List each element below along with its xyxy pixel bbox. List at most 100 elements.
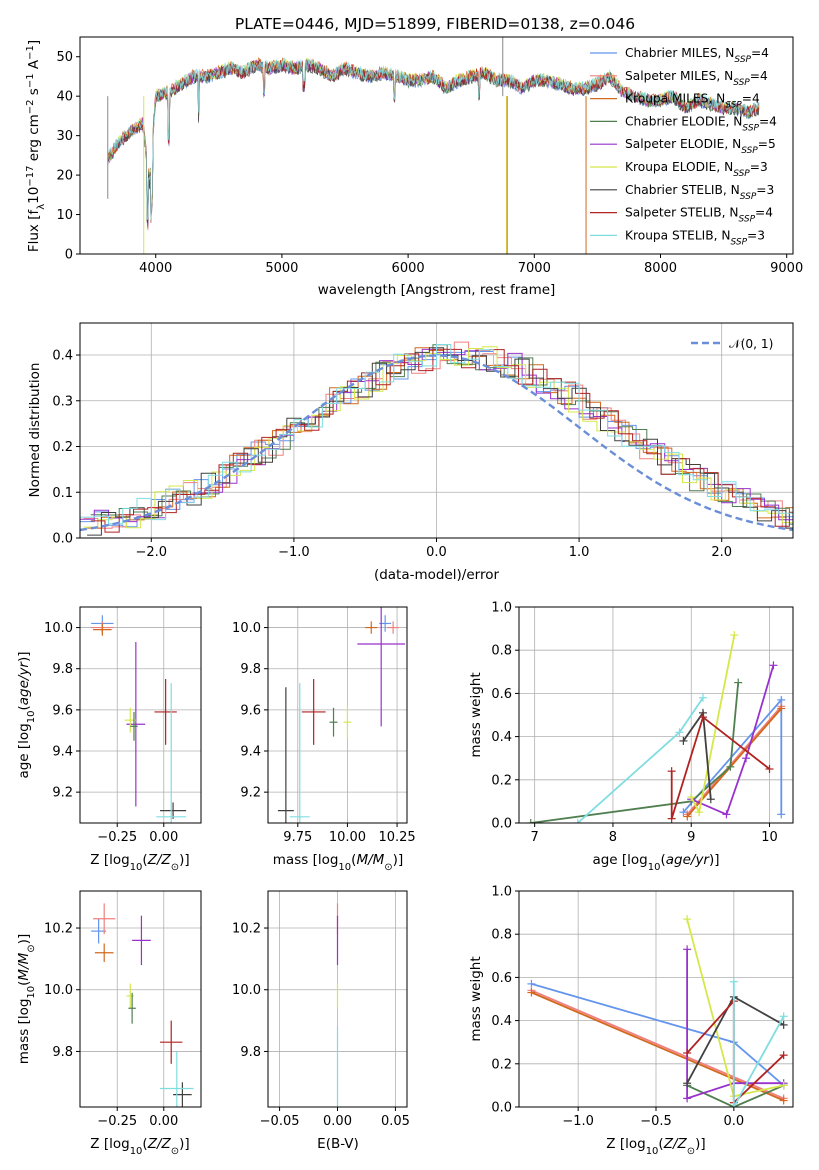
label-part: 10 xyxy=(26,711,37,724)
y-tick-label: 10 xyxy=(56,208,73,223)
legend-entry: Kroupa ELODIE, NSSP=3 xyxy=(625,160,768,179)
massweight-vs-Z-panel: −1.0 −0.5 0.0 0.0 0.2 0.4 0.6 0.8 1.0 Z [log10(Z/… xyxy=(468,885,794,1157)
age-vs-Z-panel: −0.25 0.009.29.49.69.810.0Z [log10(Z/Z⊙)]… xyxy=(16,606,202,873)
y-tick-label: 9.8 xyxy=(240,1045,261,1060)
residuals-panel: −2.0 −1.0 0.0 1.0 2.0 0.0 0.1 0.2 0.3 0.4 𝒩(0, 1) (… xyxy=(27,322,794,583)
axes-frame xyxy=(79,890,202,1108)
label-part: )] xyxy=(695,1136,706,1152)
y-tick-label: 0.3 xyxy=(52,394,73,409)
label-part: M/M xyxy=(16,952,32,980)
label-part: Z/Z xyxy=(663,1136,688,1152)
y-label-part: −1 xyxy=(25,45,36,60)
x-tick-label: 5000 xyxy=(265,261,298,276)
x-tick-label: 10 xyxy=(761,830,778,845)
x-tick-label: −0.25 xyxy=(97,830,137,845)
legend-suffix: =3 xyxy=(750,160,768,174)
legend-entry: Kroupa MILES, NSSP=4 xyxy=(625,92,760,111)
y-tick-label: 9.2 xyxy=(240,786,261,801)
label-part: ( xyxy=(16,705,32,710)
x-tick-label: 0.00 xyxy=(149,1114,178,1129)
legend-suffix: =4 xyxy=(742,92,760,106)
x-tick-label: 6000 xyxy=(392,261,425,276)
legend-text: Kroupa ELODIE, N xyxy=(625,160,733,174)
y-tick-label: 30 xyxy=(56,129,73,144)
x-tick-label: 9.75 xyxy=(283,830,312,845)
x-axis-label: Z [log10(Z/Z⊙)] xyxy=(90,1136,189,1157)
x-tick-label: 7 xyxy=(531,830,539,845)
label-part: 10 xyxy=(338,862,351,873)
legend-sub: SSP xyxy=(733,78,750,88)
legend-entry: Salpeter ELODIE, NSSP=5 xyxy=(625,137,776,156)
chart-layer: 4000 5000 6000 7000 8000 9000 0 10 20 30 40 50 wavel… xyxy=(16,36,803,1157)
mass-weight-line xyxy=(531,983,785,1087)
y-tick-label: 0 xyxy=(65,248,73,263)
y-tick-label: 50 xyxy=(56,50,73,65)
x-tick-label: 0.00 xyxy=(149,830,178,845)
x-axis-label: E(B-V) xyxy=(317,1136,359,1152)
plot-area xyxy=(527,915,788,1107)
label-part: )] xyxy=(709,852,720,868)
histogram-series xyxy=(80,344,793,525)
y-label-part: 10 xyxy=(26,187,42,204)
y-tick-label: 0.1 xyxy=(52,486,73,501)
x-tick-label: −0.05 xyxy=(260,1114,300,1129)
y-tick-label: 9.8 xyxy=(52,1045,73,1060)
label-part: ⊙ xyxy=(26,944,37,952)
x-tick-label: 0.00 xyxy=(323,1114,352,1129)
y-tick-label: 10.0 xyxy=(232,621,261,636)
x-tick-label: −2.0 xyxy=(136,545,168,560)
y-tick-label: 40 xyxy=(56,90,73,105)
figure-title: PLATE=0446, MJD=51899, FIBERID=0138, z=0… xyxy=(235,15,635,33)
y-tick-label: 0.6 xyxy=(491,687,512,702)
y-tick-label: 0.6 xyxy=(491,971,512,986)
legend-text: Salpeter MILES, N xyxy=(625,69,733,83)
legend-entry: Chabrier STELIB, NSSP=3 xyxy=(625,183,774,202)
label-part: ⊙ xyxy=(171,1146,179,1157)
legend-text: Salpeter ELODIE, N xyxy=(625,137,741,151)
label-part: ⊙ xyxy=(687,1146,695,1157)
legend-entry: Chabrier ELODIE, NSSP=4 xyxy=(625,114,777,133)
legend-sub: SSP xyxy=(725,101,742,111)
y-label-part: Flux [f xyxy=(26,209,42,253)
label-part: age/yr xyxy=(16,661,32,706)
label-part: 10 xyxy=(130,862,143,873)
x-tick-label: −0.5 xyxy=(640,1114,672,1129)
y-tick-label: 0.0 xyxy=(491,817,512,832)
label-part: ( xyxy=(658,1136,663,1152)
legend-entry: Chabrier MILES, NSSP=4 xyxy=(625,46,769,65)
mass-weight-line xyxy=(670,715,771,819)
y-tick-label: 0.0 xyxy=(52,532,73,547)
label-part: ( xyxy=(351,852,356,868)
y-label-part: λ xyxy=(36,204,47,210)
legend-suffix: =4 xyxy=(759,114,777,128)
plot-area xyxy=(80,341,793,536)
legend-sub: SSP xyxy=(740,192,757,202)
legend-text: Chabrier ELODIE, N xyxy=(625,114,742,128)
y-tick-label: 9.4 xyxy=(240,745,261,760)
x-axis-label: (data-model)/error xyxy=(374,567,500,583)
y-tick-label: 0.4 xyxy=(491,1014,512,1029)
plot-area xyxy=(91,903,194,1107)
x-axis-label: wavelength [Angstrom, rest frame] xyxy=(318,282,556,298)
label-part: ( xyxy=(142,1136,147,1152)
mass-weight-line xyxy=(686,995,785,1084)
label-part: mass [log xyxy=(273,852,339,868)
label-part: Z/Z xyxy=(147,852,172,868)
legend-sub: SSP xyxy=(741,146,758,156)
y-tick-label: 0.8 xyxy=(491,928,512,943)
y-label-part: s xyxy=(26,88,42,99)
x-tick-label: 1.0 xyxy=(569,545,590,560)
label-part: Z [log xyxy=(606,1136,645,1152)
mass-weight-line xyxy=(686,707,782,818)
x-tick-label: 8000 xyxy=(644,261,677,276)
y-tick-label: 10.0 xyxy=(44,983,73,998)
y-label-part: −1 xyxy=(25,73,36,88)
y-tick-label: 0.0 xyxy=(491,1101,512,1116)
x-tick-label: 4000 xyxy=(139,261,172,276)
mass-weight-line xyxy=(577,697,704,823)
label-part: age [log xyxy=(16,723,32,778)
y-tick-label: 1.0 xyxy=(491,601,512,616)
y-tick-label: 20 xyxy=(56,169,73,184)
x-tick-label: 9000 xyxy=(770,261,803,276)
